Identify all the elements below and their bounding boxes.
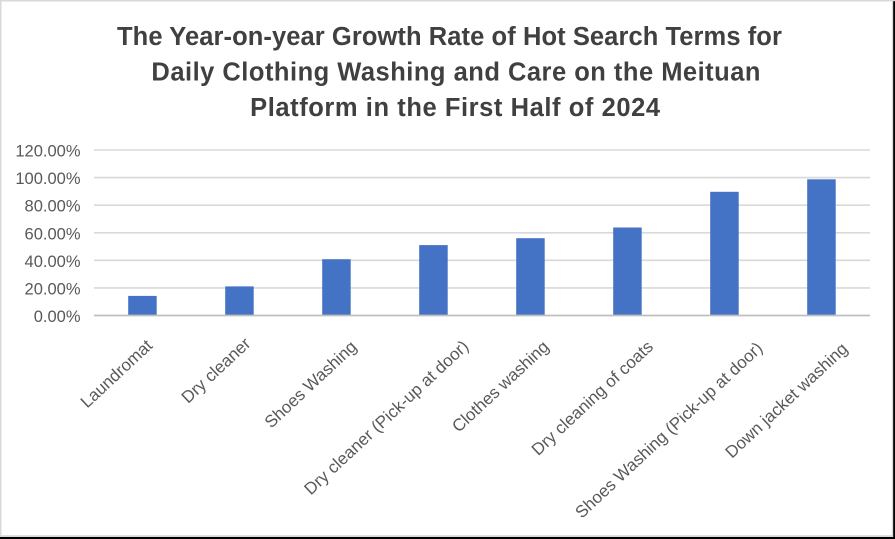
svg-text:Daily Clothing Washing and Car: Daily Clothing Washing and Care on the M…	[151, 59, 761, 87]
svg-text:80.00%: 80.00%	[25, 198, 81, 216]
svg-text:0.00%: 0.00%	[34, 308, 81, 326]
svg-text:20.00%: 20.00%	[25, 280, 81, 298]
svg-text:40.00%: 40.00%	[25, 253, 81, 271]
svg-text:60.00%: 60.00%	[25, 225, 81, 243]
svg-text:Platform in the First Half of: Platform in the First Half of 2024	[250, 94, 661, 122]
svg-text:100.00%: 100.00%	[15, 170, 80, 188]
svg-text:The Year-on-year Growth Rate o: The Year-on-year Growth Rate of Hot Sear…	[117, 23, 782, 51]
svg-text:120.00%: 120.00%	[15, 143, 80, 161]
